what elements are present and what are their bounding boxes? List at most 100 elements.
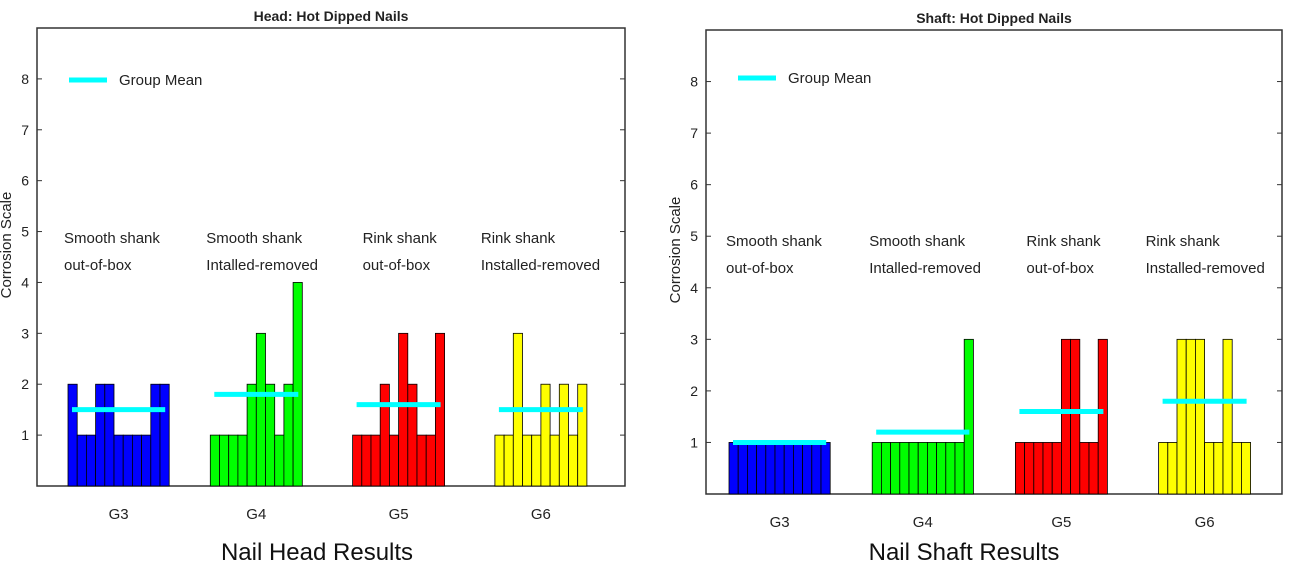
- bar: [954, 442, 965, 495]
- bar: [76, 434, 87, 487]
- bar: [1079, 442, 1090, 495]
- bar: [1158, 442, 1169, 495]
- y-tick-label: 4: [21, 274, 29, 290]
- bar: [104, 383, 115, 487]
- bar: [1088, 442, 1099, 495]
- bar: [141, 434, 152, 487]
- group-label: Rink shank: [1146, 233, 1221, 250]
- plot-area: [705, 29, 1283, 495]
- x-tick-label: G6: [1195, 514, 1215, 531]
- bar: [379, 383, 390, 487]
- group-label: Intalled-removed: [206, 257, 318, 274]
- y-tick-label: 8: [21, 71, 29, 87]
- bar: [407, 383, 418, 487]
- bar: [503, 434, 514, 487]
- plot-area: [36, 27, 626, 487]
- group-label: Rink shank: [1026, 233, 1101, 250]
- bar: [219, 434, 230, 487]
- bar: [811, 442, 822, 495]
- x-tick-label: G5: [1051, 514, 1071, 531]
- bar: [899, 442, 910, 495]
- group-label: out-of-box: [64, 257, 132, 274]
- y-tick-label: 1: [21, 427, 29, 443]
- bar: [388, 434, 399, 487]
- x-tick-label: G3: [109, 506, 129, 523]
- bar: [292, 282, 303, 487]
- bar: [370, 434, 381, 487]
- bar: [577, 383, 588, 487]
- y-tick-label: 3: [21, 325, 29, 341]
- bar: [747, 442, 758, 495]
- bar: [765, 442, 776, 495]
- bar: [963, 338, 974, 495]
- bar: [1097, 338, 1108, 495]
- group-label: out-of-box: [363, 257, 431, 274]
- bar: [416, 434, 427, 487]
- chart-title: Shaft: Hot Dipped Nails: [916, 10, 1072, 26]
- bar: [820, 442, 831, 495]
- group-label: Smooth shank: [726, 233, 822, 250]
- chart-title: Head: Hot Dipped Nails: [254, 8, 409, 24]
- bar: [549, 434, 560, 487]
- bar: [1033, 442, 1044, 495]
- bar: [908, 442, 919, 495]
- bar: [398, 332, 409, 487]
- bar: [283, 383, 294, 487]
- bar: [95, 383, 106, 487]
- shaft-chart: Shaft: Hot Dipped Nails 1 2 3 4 5 6 7 8 Corrosion…: [667, 10, 1283, 531]
- bar: [926, 442, 937, 495]
- shaft-chart-panel: Shaft: Hot Dipped Nails 1 2 3 4 5 6 7 8 Corrosion…: [647, 0, 1294, 569]
- bar: [425, 434, 436, 487]
- bar: [122, 434, 133, 487]
- bar: [1213, 442, 1224, 495]
- group-label: Intalled-removed: [869, 260, 981, 277]
- bar: [1060, 338, 1071, 495]
- y-tick-label: 3: [690, 331, 698, 347]
- head-chart: Head: Hot Dipped Nails 1 2 3 4 5 6 7 8 Corrosion …: [0, 8, 626, 523]
- bar: [1204, 442, 1215, 495]
- bar: [228, 434, 239, 487]
- bar: [756, 442, 767, 495]
- bar: [255, 332, 266, 487]
- bar: [945, 442, 956, 495]
- bar: [890, 442, 901, 495]
- bar: [568, 434, 579, 487]
- bar: [531, 434, 542, 487]
- bar: [246, 383, 257, 487]
- bar: [792, 442, 803, 495]
- group-label: Installed-removed: [1146, 260, 1265, 277]
- bar: [522, 434, 533, 487]
- bar: [1070, 338, 1081, 495]
- bar: [1241, 442, 1252, 495]
- y-tick-label: 5: [21, 224, 29, 240]
- bar: [150, 383, 161, 487]
- bar: [237, 434, 248, 487]
- x-tick-label: G4: [913, 514, 933, 531]
- bar: [159, 383, 170, 487]
- group-label: Smooth shank: [869, 233, 965, 250]
- x-tick-label: G6: [531, 506, 551, 523]
- y-tick-label: 6: [21, 173, 29, 189]
- y-tick-label: 2: [690, 383, 698, 399]
- y-tick-label: 7: [21, 122, 29, 138]
- bar: [209, 434, 220, 487]
- bar: [728, 442, 739, 495]
- bar: [737, 442, 748, 495]
- legend-label: Group Mean: [788, 70, 871, 87]
- bar: [558, 383, 569, 487]
- bar: [1176, 338, 1187, 495]
- y-tick-label: 2: [21, 376, 29, 392]
- bar: [494, 434, 505, 487]
- bar: [274, 434, 285, 487]
- x-tick-label: G5: [389, 506, 409, 523]
- bar: [802, 442, 813, 495]
- bar: [1042, 442, 1053, 495]
- bar: [936, 442, 947, 495]
- y-tick-label: 8: [690, 74, 698, 90]
- bar: [131, 434, 142, 487]
- y-tick-label: 1: [690, 434, 698, 450]
- bar: [86, 434, 97, 487]
- group-label: Rink shank: [363, 230, 438, 247]
- bar: [352, 434, 363, 487]
- bar: [1024, 442, 1035, 495]
